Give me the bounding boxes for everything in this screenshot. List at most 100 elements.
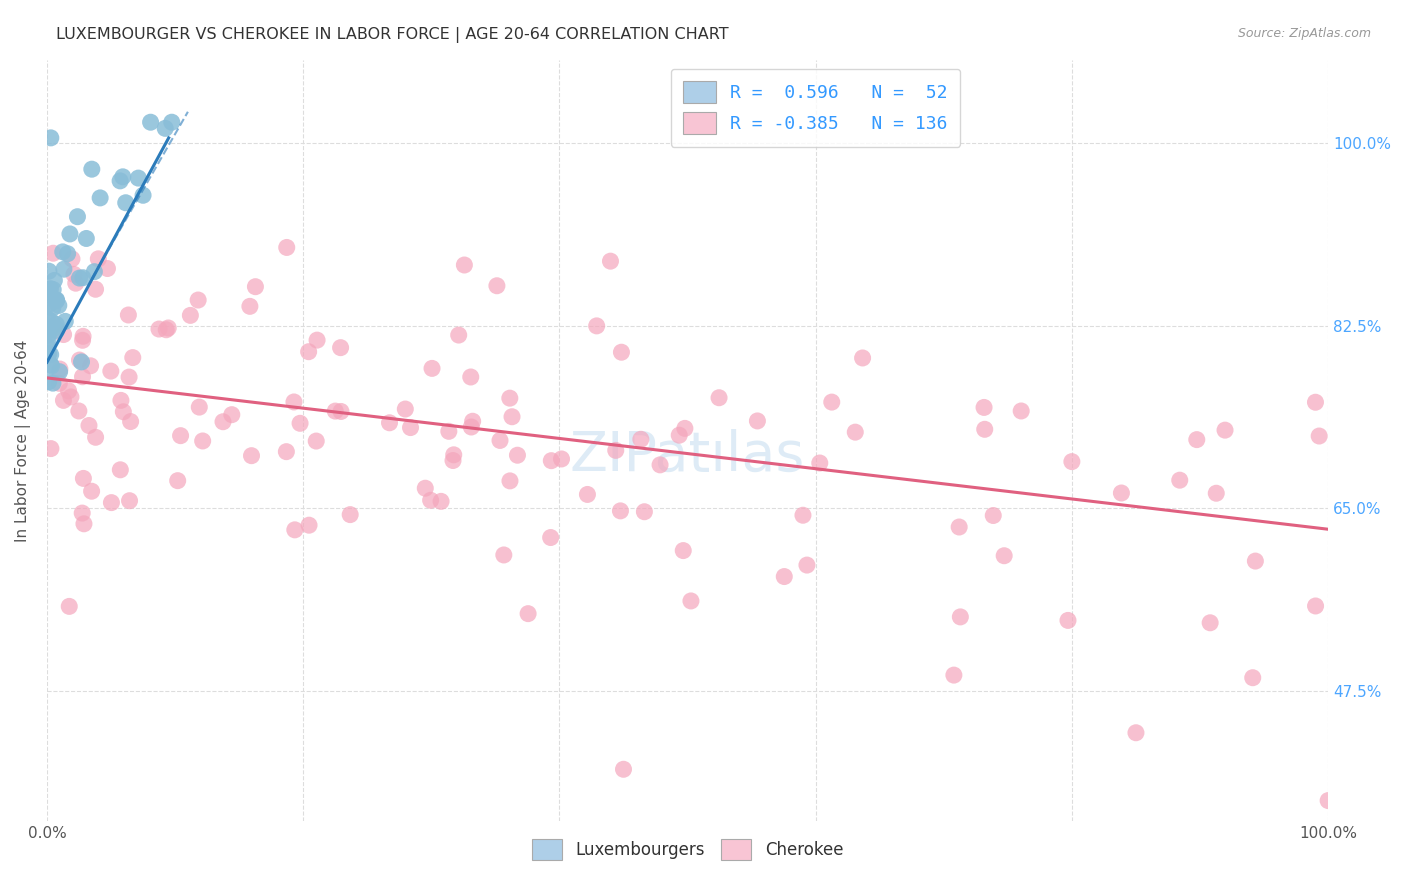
Point <box>72 270 94 285</box>
Point <box>949 610 972 624</box>
Point <box>127 171 149 186</box>
Point <box>48 298 70 312</box>
Point <box>284 523 307 537</box>
Point <box>1111 486 1133 500</box>
Point <box>39 282 62 296</box>
Point <box>39 442 62 456</box>
Point <box>155 323 177 337</box>
Point <box>329 341 352 355</box>
Point <box>1213 423 1236 437</box>
Point <box>77 418 100 433</box>
Point <box>276 444 298 458</box>
Point <box>540 453 562 467</box>
Point <box>100 495 122 509</box>
Point <box>399 420 422 434</box>
Point <box>79 359 101 373</box>
Point <box>84 430 107 444</box>
Point <box>437 425 460 439</box>
Point <box>240 449 263 463</box>
Point <box>1185 433 1208 447</box>
Point <box>100 364 122 378</box>
Point <box>38 347 60 361</box>
Point <box>187 293 209 307</box>
Point <box>39 131 62 145</box>
Point <box>160 115 183 129</box>
Point <box>155 121 177 136</box>
Point <box>212 415 235 429</box>
Point <box>668 428 690 442</box>
Point <box>844 425 866 439</box>
Y-axis label: In Labor Force | Age 20-64: In Labor Force | Age 20-64 <box>15 339 31 541</box>
Point <box>430 494 453 508</box>
Point <box>69 271 91 285</box>
Point <box>323 404 346 418</box>
Point <box>52 327 75 342</box>
Point <box>72 329 94 343</box>
Point <box>42 246 65 260</box>
Point <box>673 421 696 435</box>
Point <box>45 293 67 308</box>
Point <box>53 314 76 328</box>
Point <box>298 344 321 359</box>
Point <box>48 376 70 391</box>
Point <box>517 607 540 621</box>
Point <box>66 210 89 224</box>
Point <box>276 240 298 254</box>
Point <box>973 422 995 436</box>
Point <box>65 276 87 290</box>
Text: ZIPatılas: ZIPatılas <box>569 429 806 483</box>
Point <box>38 282 60 296</box>
Point <box>108 174 131 188</box>
Point <box>42 376 65 391</box>
Point <box>283 395 305 409</box>
Point <box>87 252 110 266</box>
Point <box>117 308 139 322</box>
Point <box>112 405 135 419</box>
Point <box>1308 429 1330 443</box>
Point <box>49 362 72 376</box>
Point <box>59 390 82 404</box>
Point <box>633 505 655 519</box>
Point <box>45 293 67 307</box>
Point <box>245 279 267 293</box>
Point <box>111 169 134 184</box>
Point <box>796 558 818 572</box>
Point <box>63 268 86 282</box>
Point <box>1205 486 1227 500</box>
Point <box>83 265 105 279</box>
Point <box>148 322 170 336</box>
Point <box>38 264 60 278</box>
Point <box>58 384 80 398</box>
Point <box>679 594 702 608</box>
Point <box>1305 395 1327 409</box>
Text: LUXEMBOURGER VS CHEROKEE IN LABOR FORCE | AGE 20-64 CORRELATION CHART: LUXEMBOURGER VS CHEROKEE IN LABOR FORCE … <box>56 27 728 43</box>
Point <box>45 323 67 337</box>
Point <box>981 508 1004 523</box>
Point <box>37 324 59 338</box>
Point <box>499 474 522 488</box>
Point <box>39 348 62 362</box>
Point <box>599 254 621 268</box>
Point <box>993 549 1015 563</box>
Point <box>75 231 97 245</box>
Point <box>44 273 66 287</box>
Point <box>447 328 470 343</box>
Point <box>1244 554 1267 568</box>
Point <box>648 458 671 472</box>
Point <box>485 278 508 293</box>
Point <box>307 333 329 347</box>
Point <box>72 369 94 384</box>
Point <box>179 309 201 323</box>
Point <box>506 448 529 462</box>
Point <box>38 327 60 342</box>
Point <box>792 508 814 523</box>
Point <box>1317 794 1340 808</box>
Point <box>630 432 652 446</box>
Point <box>67 404 90 418</box>
Legend: R =  0.596   N =  52, R = -0.385   N = 136: R = 0.596 N = 52, R = -0.385 N = 136 <box>671 69 960 147</box>
Point <box>305 434 328 448</box>
Point <box>808 456 831 470</box>
Point <box>42 283 65 297</box>
Point <box>1241 671 1264 685</box>
Point <box>540 531 562 545</box>
